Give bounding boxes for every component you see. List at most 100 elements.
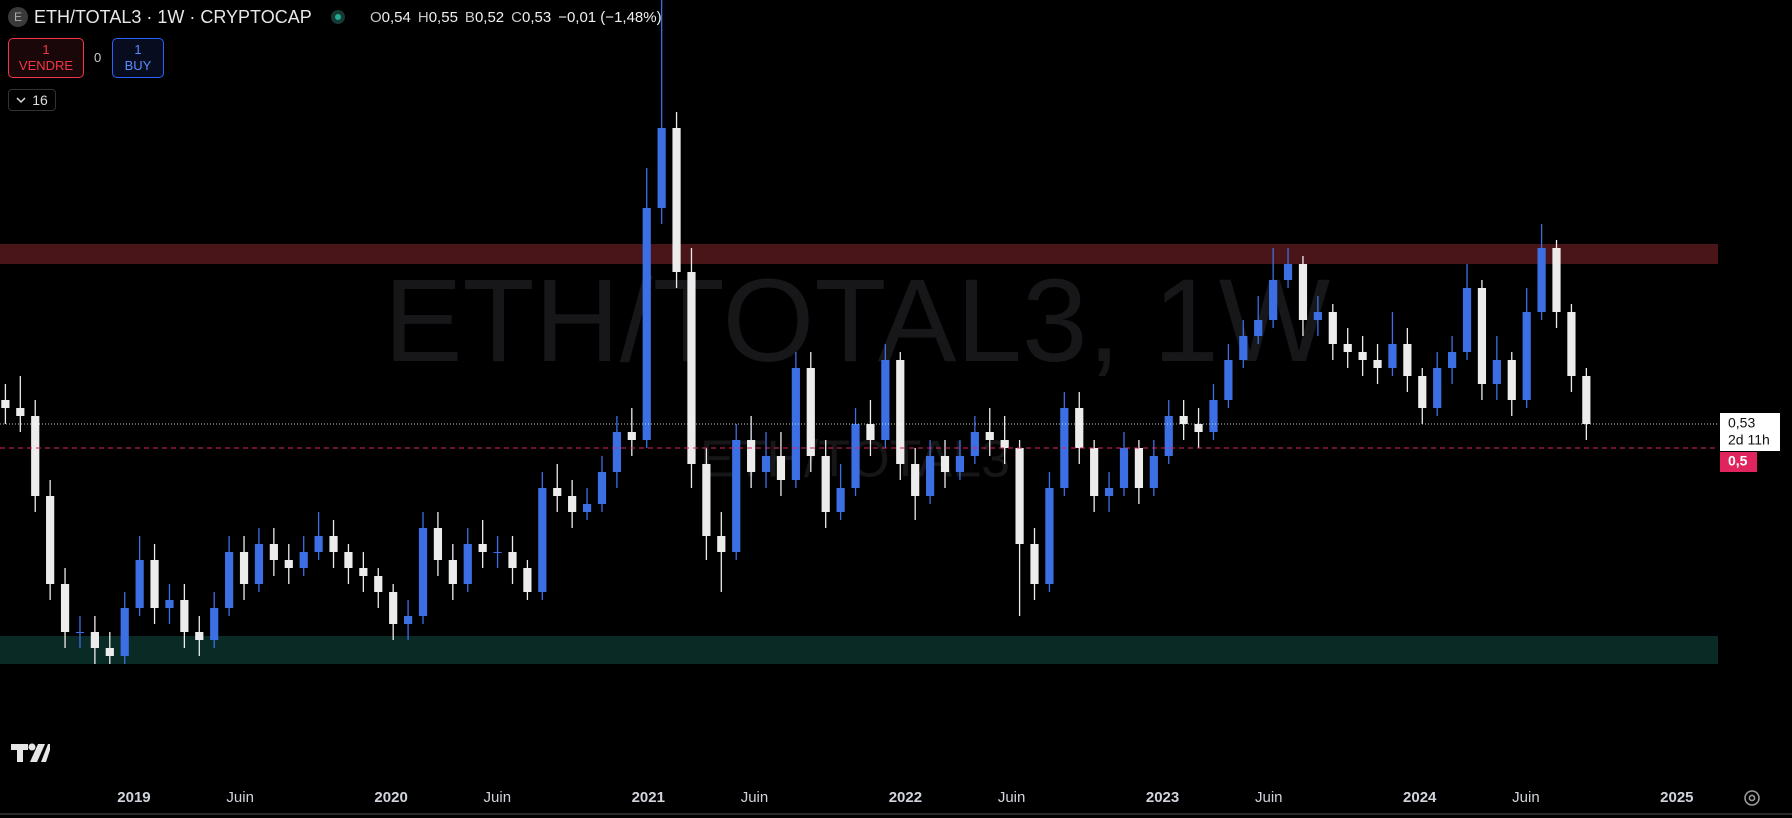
ohlc-item: C0,53 (511, 9, 551, 26)
candle-body (478, 544, 487, 552)
x-tick-label: 2020 (374, 789, 407, 806)
candle-body (1239, 336, 1248, 360)
x-tick-label: Juin (1512, 789, 1540, 806)
candle-body (1477, 288, 1487, 384)
candle-body (1149, 456, 1158, 488)
ohlc-key: C (511, 9, 522, 26)
candle-body (955, 456, 965, 472)
x-tick-label: Juin (1255, 789, 1283, 806)
candle-body (1090, 448, 1099, 496)
candle-body (553, 488, 562, 496)
candle-body (75, 632, 85, 633)
ohlc-value: 0,52 (474, 9, 505, 26)
ohlc-legend: O0,54 H0,55 B0,52 C0,53 −0,01 (−1,48%) (370, 9, 662, 26)
candle-body (359, 568, 368, 576)
candle-body (1552, 248, 1561, 312)
candle-body (896, 360, 905, 464)
candle-body (1343, 344, 1352, 352)
candle-body (16, 408, 25, 416)
candle-body (90, 632, 99, 648)
x-tick-label: 2024 (1403, 789, 1437, 806)
x-tick-label: Juin (741, 789, 769, 806)
candle-body (1104, 488, 1114, 496)
candle-body (1075, 408, 1084, 448)
candle-body (776, 456, 786, 480)
candle-body (389, 592, 398, 624)
candle-body (225, 552, 234, 608)
x-tick-label: 2019 (117, 789, 150, 806)
candle-body (299, 552, 308, 568)
symbol-title[interactable]: ETH/TOTAL3 · 1W · CRYPTOCAP (34, 7, 312, 27)
candle-body (836, 488, 845, 512)
candle-body (1462, 288, 1472, 352)
candle-body (1, 400, 10, 408)
axes: 2019 Juin 2020 Juin 2021 Juin 2022 Juin 2023 Juin… (0, 413, 1792, 815)
ohlc-value: 0,53 (521, 9, 552, 26)
candle-body (1373, 360, 1382, 368)
candle-body (46, 496, 55, 584)
candle-body (940, 456, 950, 472)
x-tick-label: Juin (998, 789, 1026, 806)
candle-body (985, 432, 994, 440)
candle-body (806, 368, 815, 456)
candle-body (1433, 368, 1442, 408)
symbol-icon: E (8, 7, 28, 27)
candle-body (1000, 440, 1009, 448)
sell-label: VENDRE (18, 58, 74, 73)
candle-body (1119, 448, 1129, 488)
candle-body (1045, 488, 1054, 584)
candle-body (747, 440, 756, 472)
buy-qty: 1 (134, 42, 142, 57)
candle-body (717, 536, 726, 552)
ohlc-key: H (417, 9, 429, 26)
candle-body (284, 560, 293, 568)
candle-body (180, 600, 189, 632)
candle-body (1567, 312, 1576, 376)
candle-body (329, 536, 338, 552)
candle-body (687, 272, 696, 464)
candle-body (493, 552, 502, 553)
candle-body (210, 608, 219, 640)
candle-body (418, 528, 428, 616)
price-label-box (1720, 452, 1757, 472)
candle-body (195, 632, 204, 640)
candle-body (702, 464, 711, 536)
price-label: 0,5 (1728, 453, 1748, 469)
candle-body (851, 424, 860, 488)
candle-body (597, 472, 607, 504)
candle-body (1015, 448, 1024, 544)
candle-body (672, 128, 681, 272)
x-tick-label: 2023 (1146, 789, 1179, 806)
settings-icon[interactable] (1744, 790, 1760, 806)
candle-body (135, 560, 144, 608)
ohlc-value: 0,55 (428, 9, 458, 26)
x-tick-label: 2022 (889, 789, 922, 806)
indicator-count: 16 (32, 92, 48, 108)
indicators-toggle[interactable]: 16 (8, 89, 56, 111)
candle-body (1328, 312, 1337, 344)
candle-body (911, 464, 920, 496)
candle-body (568, 496, 577, 512)
candle-body (866, 424, 875, 440)
zone (0, 244, 1718, 264)
candle-body (1224, 360, 1233, 400)
candle-body (403, 616, 413, 624)
candle-body (1358, 352, 1367, 360)
countdown-label: 2d 11h (1728, 432, 1770, 448)
candle-body (463, 544, 472, 584)
candle-body (448, 560, 457, 584)
sell-button[interactable]: 1 VENDRE (8, 38, 84, 78)
ohlc-key: O (370, 9, 382, 26)
candle-body (881, 360, 890, 440)
candle-body (627, 432, 636, 440)
candle-body (60, 584, 70, 632)
candle-body (1418, 376, 1427, 408)
candle-body (1403, 344, 1412, 376)
candle-body (642, 208, 651, 440)
buy-button[interactable]: 1 BUY (112, 38, 164, 78)
candle-body (1388, 344, 1397, 368)
candle-body (239, 552, 249, 584)
spread: 0 (94, 50, 102, 65)
